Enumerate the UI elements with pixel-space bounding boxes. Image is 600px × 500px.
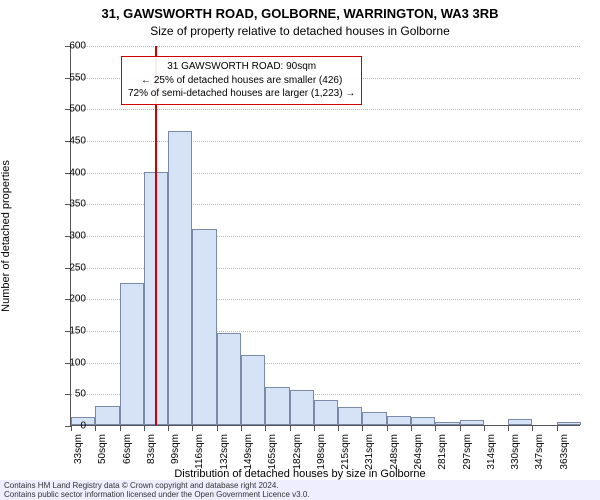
x-tick [95,425,96,431]
x-tick-label: 330sqm [510,434,521,484]
histogram-bar [95,406,119,425]
x-tick [508,425,509,431]
x-tick-label: 215sqm [340,434,351,484]
x-tick-label: 33sqm [73,434,84,484]
annotation-line: 72% of semi-detached houses are larger (… [128,87,355,101]
gridline [71,46,580,47]
histogram-bar [362,412,386,425]
x-tick [120,425,121,431]
y-tick-label: 450 [69,136,86,147]
x-tick [192,425,193,431]
x-tick [217,425,218,431]
x-tick [362,425,363,431]
annotation-box: 31 GAWSWORTH ROAD: 90sqm← 25% of detache… [121,56,362,105]
x-tick [71,425,72,431]
x-tick [387,425,388,431]
x-tick-label: 231sqm [364,434,375,484]
x-tick-label: 264sqm [413,434,424,484]
x-tick-label: 248sqm [389,434,400,484]
x-tick [532,425,533,431]
x-tick [144,425,145,431]
chart-container: 31, GAWSWORTH ROAD, GOLBORNE, WARRINGTON… [0,0,600,500]
gridline [71,141,580,142]
histogram-bar [435,422,459,425]
histogram-bar [217,333,241,425]
x-tick [241,425,242,431]
histogram-bar [192,229,216,425]
x-tick [484,425,485,431]
histogram-bar [168,131,192,426]
x-tick-label: 66sqm [122,434,133,484]
x-tick [338,425,339,431]
x-tick [460,425,461,431]
chart-subtitle: Size of property relative to detached ho… [0,24,600,38]
x-tick [557,425,558,431]
y-tick-label: 550 [69,72,86,83]
y-tick-label: 50 [75,389,86,400]
histogram-bar [265,387,289,425]
annotation-line: ← 25% of detached houses are smaller (42… [128,74,355,88]
y-tick-label: 600 [69,41,86,52]
x-tick-label: 99sqm [170,434,181,484]
x-tick-label: 132sqm [219,434,230,484]
y-tick-label: 0 [80,421,86,432]
x-tick-label: 165sqm [267,434,278,484]
chart-title: 31, GAWSWORTH ROAD, GOLBORNE, WARRINGTON… [0,6,600,21]
y-tick-label: 150 [69,326,86,337]
y-tick [65,394,71,395]
x-tick-label: 50sqm [97,434,108,484]
x-tick-label: 83sqm [146,434,157,484]
histogram-bar [460,420,484,425]
histogram-bar [557,422,581,425]
y-tick-label: 250 [69,262,86,273]
histogram-bar [338,407,362,425]
histogram-bar [508,419,532,425]
annotation-line: 31 GAWSWORTH ROAD: 90sqm [128,60,355,74]
x-tick [411,425,412,431]
histogram-bar [290,390,314,425]
footer-line-2: Contains public sector information licen… [4,490,596,499]
y-tick-label: 100 [69,357,86,368]
x-tick-label: 116sqm [194,434,205,484]
x-tick-label: 198sqm [316,434,327,484]
histogram-bar [241,355,265,425]
x-tick [265,425,266,431]
y-tick-label: 200 [69,294,86,305]
x-tick-label: 182sqm [292,434,303,484]
x-tick [435,425,436,431]
histogram-bar [120,283,144,426]
x-tick-label: 347sqm [534,434,545,484]
y-tick-label: 400 [69,167,86,178]
x-tick-label: 149sqm [243,434,254,484]
x-tick-label: 314sqm [486,434,497,484]
y-tick-label: 300 [69,231,86,242]
plot-area: 31 GAWSWORTH ROAD: 90sqm← 25% of detache… [70,46,580,426]
gridline [71,109,580,110]
y-axis-label: Number of detached properties [0,160,12,312]
x-tick [168,425,169,431]
y-tick-label: 350 [69,199,86,210]
histogram-bar [314,400,338,425]
histogram-bar [387,416,411,426]
x-tick [290,425,291,431]
x-tick-label: 281sqm [437,434,448,484]
histogram-bar [411,417,435,425]
y-tick-label: 500 [69,104,86,115]
x-tick [314,425,315,431]
x-tick-label: 297sqm [462,434,473,484]
x-tick-label: 363sqm [559,434,570,484]
